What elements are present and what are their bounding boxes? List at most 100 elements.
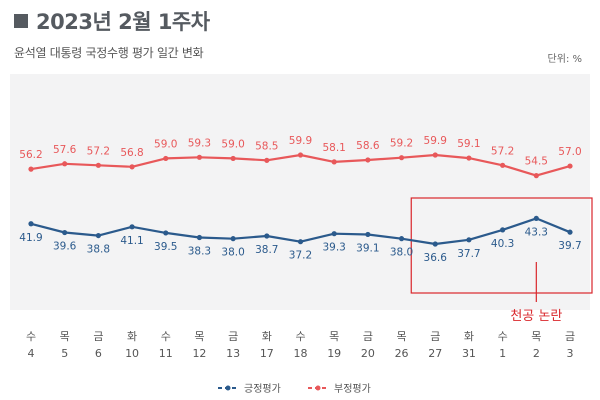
x-tick-date: 12 (192, 347, 206, 360)
data-point (432, 152, 438, 158)
data-label: 39.7 (558, 240, 581, 252)
x-tick-day: 금 (430, 330, 440, 343)
data-label: 40.3 (491, 238, 514, 250)
data-point (129, 164, 135, 170)
data-point (466, 155, 472, 161)
x-tick-day: 금 (93, 330, 103, 343)
data-point (567, 229, 573, 235)
data-label: 38.3 (188, 246, 211, 258)
data-point (28, 166, 34, 172)
x-tick-day: 목 (60, 330, 70, 343)
legend-label: 긍정평가 (244, 383, 281, 395)
x-tick-day: 수 (161, 330, 171, 343)
data-label: 43.3 (525, 226, 548, 238)
data-label: 38.0 (221, 247, 244, 259)
data-label: 37.2 (289, 250, 312, 262)
data-label: 57.6 (53, 144, 77, 156)
data-label: 37.7 (457, 248, 480, 260)
data-point (567, 163, 573, 169)
x-tick-date: 18 (294, 347, 308, 360)
x-tick-day: 금 (565, 330, 575, 343)
data-point (95, 162, 101, 168)
chart-title: 2023년 2월 1주차 (36, 10, 210, 34)
x-tick-date: 13 (226, 347, 240, 360)
x-tick-day: 수 (295, 330, 305, 343)
data-point (533, 215, 539, 222)
chart-header: 2023년 2월 1주차 윤석열 대통령 국정수행 평가 일간 변화 (14, 6, 210, 61)
legend-marker (315, 385, 321, 391)
data-label: 57.2 (491, 145, 514, 157)
data-label: 38.7 (255, 244, 278, 256)
series-negative: 56.2 57.6 57.2 56.8 59.0 59.3 59.0 58.5 59.9 58.1… (19, 135, 582, 179)
data-point (28, 221, 34, 227)
data-point (466, 237, 472, 243)
x-tick-date: 31 (462, 347, 476, 360)
x-tick-date: 19 (327, 347, 341, 360)
x-tick-date: 6 (95, 347, 102, 360)
data-point (297, 239, 304, 245)
x-tick-day: 목 (329, 330, 339, 343)
data-label: 59.0 (154, 138, 177, 150)
data-label: 39.1 (356, 242, 379, 254)
unit-label: 단위: % (547, 54, 582, 65)
legend-marker (225, 385, 231, 391)
data-point (398, 236, 405, 242)
x-tick-day: 수 (26, 330, 36, 343)
data-label: 41.1 (120, 235, 143, 247)
data-label: 41.9 (19, 232, 42, 244)
data-point (365, 231, 371, 238)
x-tick-date: 26 (395, 347, 409, 360)
data-label: 39.3 (322, 242, 345, 254)
data-label: 59.9 (289, 135, 312, 147)
data-label: 56.8 (120, 147, 143, 159)
x-tick-date: 2 (533, 347, 540, 360)
annotation-label: 천공 논란 (510, 309, 562, 324)
series-positive: 41.9 39.6 38.8 41.1 39.5 38.3 38.0 38.7 37.2 39.3… (19, 215, 582, 264)
data-point (163, 230, 169, 236)
data-point (331, 159, 337, 165)
data-point (230, 236, 236, 242)
data-point (297, 152, 304, 158)
data-label: 57.2 (87, 145, 110, 157)
data-label: 58.5 (255, 140, 278, 152)
x-tick-day: 금 (363, 330, 373, 343)
data-label: 58.1 (322, 142, 345, 154)
x-tick-date: 11 (159, 347, 173, 360)
x-tick-date: 27 (428, 347, 442, 360)
data-point (500, 162, 506, 168)
x-tick-day: 화 (127, 330, 137, 343)
chart-subtitle: 윤석열 대통령 국정수행 평가 일간 변화 (14, 46, 204, 60)
x-tick-day: 화 (262, 330, 272, 343)
data-label: 59.2 (390, 138, 413, 150)
chart-title-row: 2023년 2월 1주차 (14, 6, 210, 36)
data-label: 38.0 (390, 247, 413, 259)
x-tick-day: 목 (531, 330, 541, 343)
data-label: 57.0 (558, 146, 581, 158)
data-point (196, 154, 203, 160)
legend: 긍정평가 부정평가 (218, 383, 371, 395)
data-point (163, 155, 169, 162)
title-square-icon (14, 14, 28, 28)
x-tick-date: 1 (499, 347, 506, 360)
data-point (398, 155, 405, 161)
legend-label: 부정평가 (334, 383, 371, 395)
data-label: 56.2 (19, 149, 42, 161)
x-tick-day: 목 (194, 330, 204, 343)
plot-background (10, 74, 590, 310)
x-tick-day: 화 (464, 330, 474, 343)
x-tick-day: 금 (228, 330, 238, 343)
data-label: 38.8 (87, 244, 110, 256)
data-label: 39.6 (53, 241, 77, 253)
data-label: 59.9 (424, 135, 447, 147)
x-tick-date: 17 (260, 347, 274, 360)
data-label: 59.3 (188, 137, 211, 149)
data-label: 36.6 (424, 252, 448, 264)
x-tick-date: 4 (28, 347, 35, 360)
x-tick-date: 10 (125, 347, 139, 360)
annotation-box (410, 197, 593, 294)
x-tick-date: 3 (567, 347, 574, 360)
data-point (264, 157, 270, 163)
data-point (533, 173, 539, 179)
data-label: 59.0 (221, 138, 244, 150)
